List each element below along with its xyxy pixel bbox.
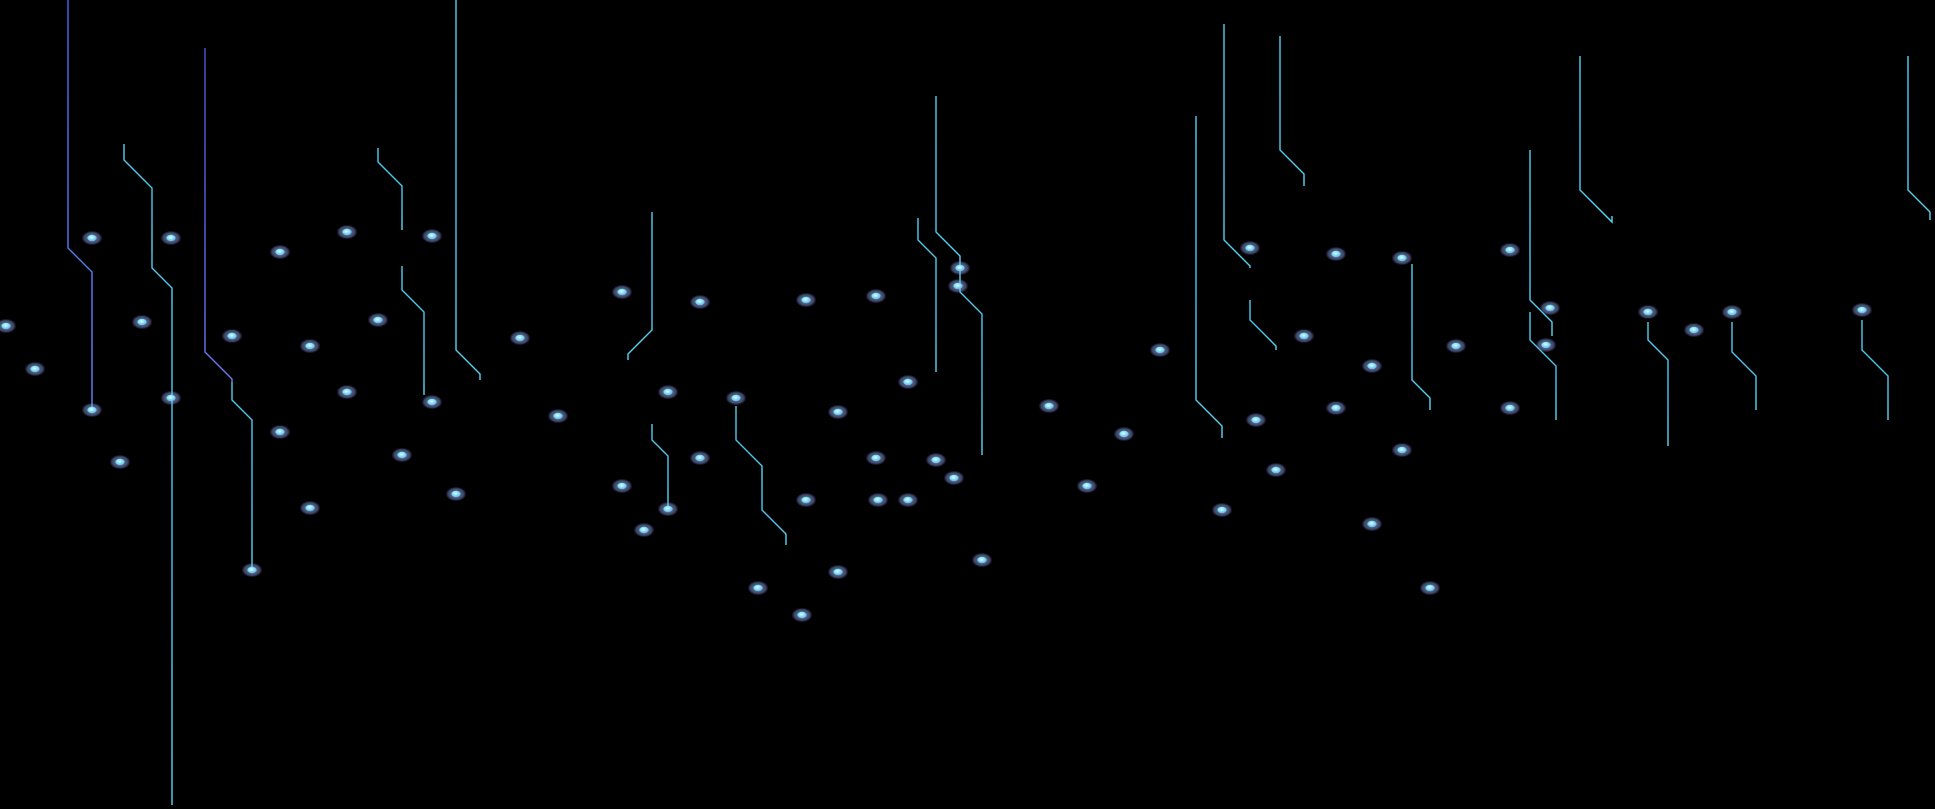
circuit-trace <box>1223 24 1251 268</box>
trace-node <box>1251 416 1261 424</box>
circuit-trace <box>1411 264 1431 410</box>
trace-node <box>1857 306 1867 314</box>
trace-node <box>247 566 257 574</box>
trace-node <box>1299 332 1309 340</box>
trace-node <box>1425 584 1435 592</box>
trace-node <box>305 504 315 512</box>
trace-node <box>227 332 237 340</box>
trace-node <box>695 454 705 462</box>
trace-node <box>663 505 673 513</box>
trace-node <box>275 428 285 436</box>
trace-node <box>617 288 627 296</box>
trace-node <box>427 232 437 240</box>
trace-node <box>1397 446 1407 454</box>
trace-node <box>342 388 352 396</box>
circuit-trace <box>1195 116 1223 438</box>
trace-node <box>166 394 176 402</box>
trace-node <box>871 454 881 462</box>
circuit-trace <box>1279 36 1305 186</box>
trace-node <box>1367 520 1377 528</box>
trace-node <box>639 526 649 534</box>
trace-node <box>397 451 407 459</box>
trace-node <box>1505 246 1515 254</box>
trace-node <box>903 496 913 504</box>
trace-node <box>871 292 881 300</box>
trace-node <box>1155 346 1165 354</box>
circuit-trace <box>151 250 173 805</box>
trace-node <box>275 248 285 256</box>
trace-node <box>931 456 941 464</box>
circuit-trace <box>1647 322 1669 446</box>
trace-node <box>1 322 11 330</box>
trace-node <box>873 496 883 504</box>
circuit-trace <box>651 424 669 509</box>
trace-node <box>1545 304 1555 312</box>
trace-node <box>1217 506 1227 514</box>
circuit-trace <box>627 212 653 360</box>
trace-node <box>731 394 741 402</box>
trace-node <box>801 496 811 504</box>
trace-node <box>515 334 525 342</box>
trace-node <box>87 406 97 414</box>
circuit-trace <box>204 48 233 382</box>
nodes-group <box>0 224 1873 623</box>
trace-node <box>695 298 705 306</box>
trace-node <box>617 482 627 490</box>
trace-node <box>1541 341 1551 349</box>
trace-node <box>833 408 843 416</box>
circuit-trace <box>1249 300 1277 350</box>
circuit-trace <box>735 406 763 480</box>
trace-node <box>137 318 147 326</box>
trace-node <box>797 611 807 619</box>
trace-node <box>903 378 913 386</box>
trace-node <box>949 474 959 482</box>
circuit-trace <box>1907 56 1931 220</box>
trace-node <box>953 282 963 290</box>
trace-node <box>1505 404 1515 412</box>
trace-node <box>553 412 563 420</box>
circuit-trace <box>123 144 153 250</box>
trace-node <box>1727 308 1737 316</box>
trace-node <box>955 264 965 272</box>
trace-node <box>1331 404 1341 412</box>
trace-node <box>1689 326 1699 334</box>
trace-node <box>115 458 125 466</box>
circuit-trace <box>1529 312 1557 420</box>
trace-node <box>753 584 763 592</box>
trace-node <box>1331 250 1341 258</box>
trace-node <box>833 568 843 576</box>
trace-node <box>1271 466 1281 474</box>
circuit-trace <box>917 218 937 372</box>
trace-node <box>305 342 315 350</box>
trace-node <box>1397 254 1407 262</box>
trace-node <box>342 228 352 236</box>
circuit-trace <box>67 0 93 410</box>
trace-node <box>427 398 437 406</box>
trace-node <box>1119 430 1129 438</box>
trace-node <box>1451 342 1461 350</box>
trace-node <box>166 234 176 242</box>
circuit-trace <box>1861 320 1889 420</box>
trace-node <box>1082 482 1092 490</box>
trace-node <box>977 556 987 564</box>
trace-node <box>1367 362 1377 370</box>
trace-node <box>663 388 673 396</box>
circuit-trace <box>401 266 425 395</box>
traces-group <box>5 0 1931 809</box>
trace-node <box>451 490 461 498</box>
trace-node <box>30 365 40 373</box>
trace-node <box>1643 308 1653 316</box>
trace-node <box>1245 244 1255 252</box>
trace-node <box>1044 402 1054 410</box>
circuit-trace <box>761 480 787 545</box>
trace-node <box>801 296 811 304</box>
trace-node <box>87 234 97 242</box>
trace-node <box>373 316 383 324</box>
